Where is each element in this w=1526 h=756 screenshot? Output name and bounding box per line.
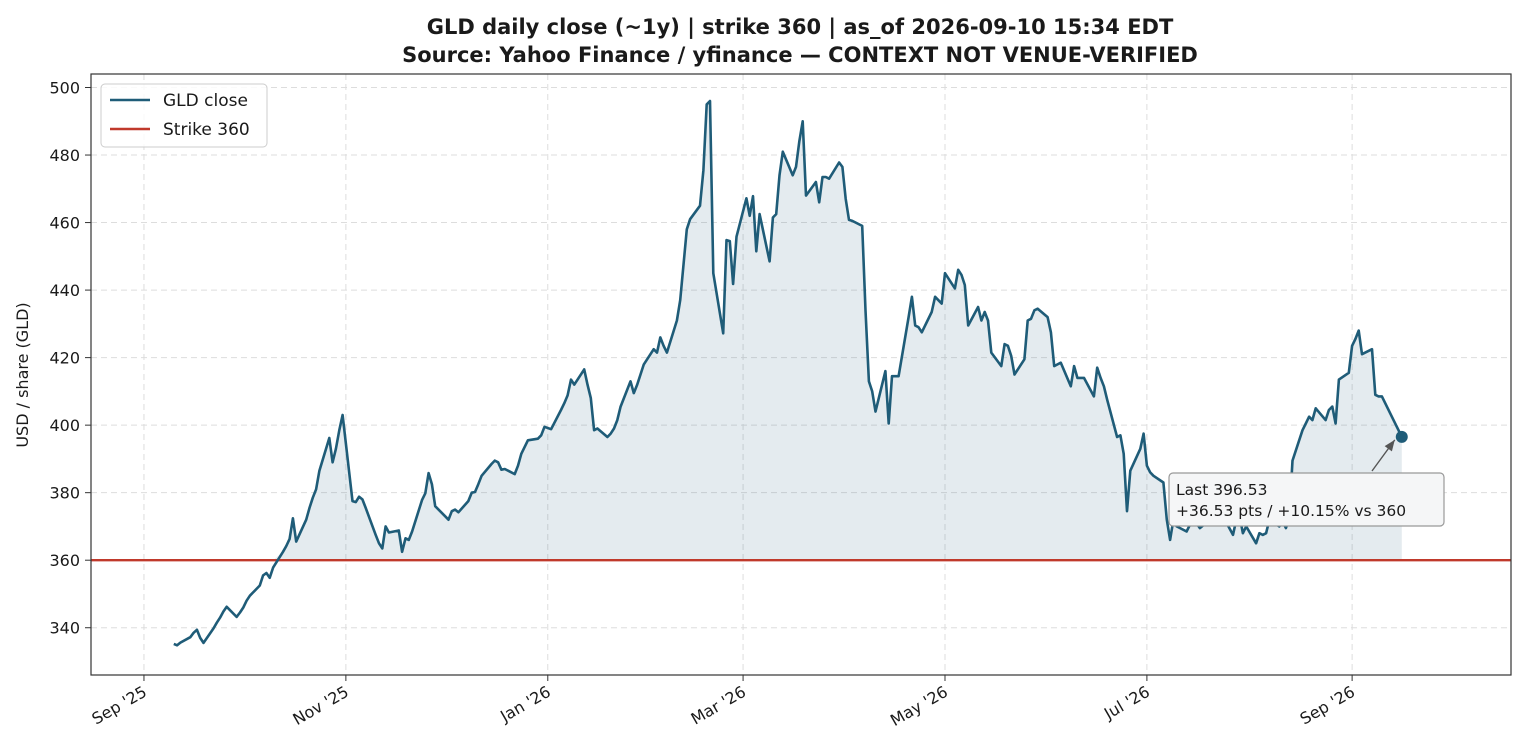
chart-subtitle-line: Source: Yahoo Finance / yfinance — CONTE… <box>402 43 1198 67</box>
y-tick-label: 500 <box>49 79 80 98</box>
annotation-arrowhead <box>1384 439 1395 452</box>
x-tick-label: Jan '26 <box>496 682 554 726</box>
x-tick-label: Jul '26 <box>1100 682 1153 724</box>
legend-label-close: GLD close <box>163 91 248 111</box>
y-tick-label: 380 <box>49 484 80 503</box>
last-price-annotation: Last 396.53 +36.53 pts / +10.15% vs 360 <box>1168 472 1445 527</box>
x-axis: Sep '25 Nov '25 Jan '26 Mar '26 May '26 Jul '… <box>88 675 1358 730</box>
x-tick-label: Nov '25 <box>289 682 351 729</box>
x-tick-label: Sep '25 <box>88 682 149 728</box>
y-tick-label: 400 <box>49 416 80 435</box>
chart-title-line: GLD daily close (~1y) | strike 360 | as_… <box>427 15 1174 40</box>
y-tick-label: 480 <box>49 146 80 165</box>
annotation-line-1: Last 396.53 <box>1176 481 1267 499</box>
y-tick-label: 360 <box>49 551 80 570</box>
close-price-line <box>173 99 1403 647</box>
annotation-box <box>1168 472 1445 527</box>
y-tick-label: 340 <box>49 619 80 638</box>
y-tick-label: 440 <box>49 281 80 300</box>
legend: GLD close Strike 360 <box>100 83 268 148</box>
area-fill <box>173 101 1402 561</box>
chart-title: GLD daily close (~1y) | strike 360 | as_… <box>402 15 1198 67</box>
plot-frame <box>90 73 1512 676</box>
y-axis-label: USD / share (GLD) <box>13 302 32 447</box>
x-tick-label: Mar '26 <box>688 682 749 728</box>
last-point-marker <box>1395 430 1408 443</box>
legend-label-strike: Strike 360 <box>163 120 250 140</box>
x-tick-label: May '26 <box>887 682 951 730</box>
y-tick-label: 460 <box>49 214 80 233</box>
y-axis: 340 360 380 400 420 440 460 480 500 <box>49 79 91 638</box>
x-tick-label: Sep '26 <box>1297 682 1358 728</box>
annotation-line-2: +36.53 pts / +10.15% vs 360 <box>1176 502 1406 520</box>
y-tick-label: 420 <box>49 349 80 368</box>
